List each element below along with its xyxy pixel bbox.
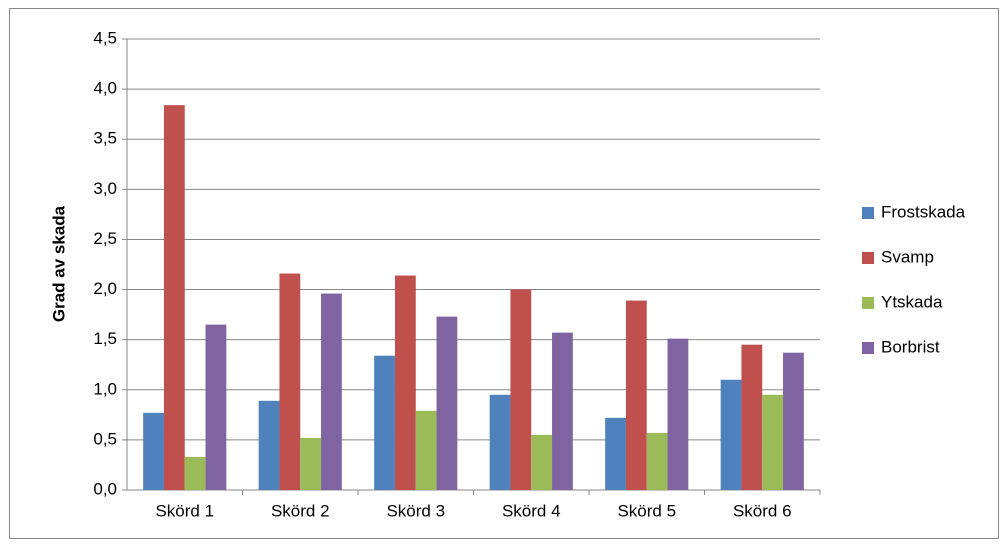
legend-label: Frostskada	[881, 202, 966, 221]
y-tick-label: 0,0	[93, 479, 117, 498]
x-tick-label: Skörd 5	[617, 501, 676, 520]
bar	[552, 332, 573, 490]
bar	[646, 432, 668, 490]
y-axis-title: Grad av skada	[49, 205, 68, 322]
bar	[163, 105, 185, 490]
bar	[258, 400, 280, 490]
legend-label: Ytskada	[881, 292, 943, 311]
x-tick-label: Skörd 1	[155, 501, 214, 520]
legend-label: Svamp	[881, 247, 934, 266]
y-tick-label: 3,0	[93, 179, 117, 198]
x-tick-label: Skörd 6	[733, 501, 792, 520]
bar	[374, 355, 395, 490]
bar	[205, 324, 227, 490]
legend-swatch	[862, 342, 874, 354]
bar	[279, 273, 301, 490]
bar	[531, 434, 553, 490]
bar	[143, 412, 164, 490]
y-tick-label: 0,5	[93, 429, 117, 448]
bar	[783, 352, 804, 490]
bar	[720, 379, 742, 490]
y-tick-label: 2,0	[93, 279, 117, 298]
y-tick-label: 1,0	[93, 379, 117, 398]
bar	[394, 275, 416, 490]
legend-swatch	[862, 252, 874, 264]
x-tick-label: Skörd 4	[502, 501, 561, 520]
bar	[415, 410, 437, 490]
bar	[667, 338, 689, 490]
x-tick-label: Skörd 3	[386, 501, 445, 520]
y-tick-label: 3,5	[93, 129, 117, 148]
y-tick-label: 1,5	[93, 329, 117, 348]
x-tick-label: Skörd 2	[271, 501, 330, 520]
bar	[605, 417, 626, 490]
y-tick-label: 4,5	[93, 28, 117, 47]
bar	[300, 437, 322, 490]
bar	[321, 293, 342, 490]
bar	[436, 316, 458, 490]
y-tick-label: 4,0	[93, 79, 117, 98]
legend-swatch	[862, 207, 874, 219]
y-tick-label: 2,5	[93, 229, 117, 248]
legend-swatch	[862, 297, 874, 309]
bar	[184, 456, 206, 490]
bar	[489, 394, 511, 490]
legend-label: Borbrist	[881, 337, 940, 356]
bar	[741, 344, 763, 490]
bar	[510, 289, 532, 490]
bar	[762, 394, 784, 490]
bar	[625, 300, 647, 490]
